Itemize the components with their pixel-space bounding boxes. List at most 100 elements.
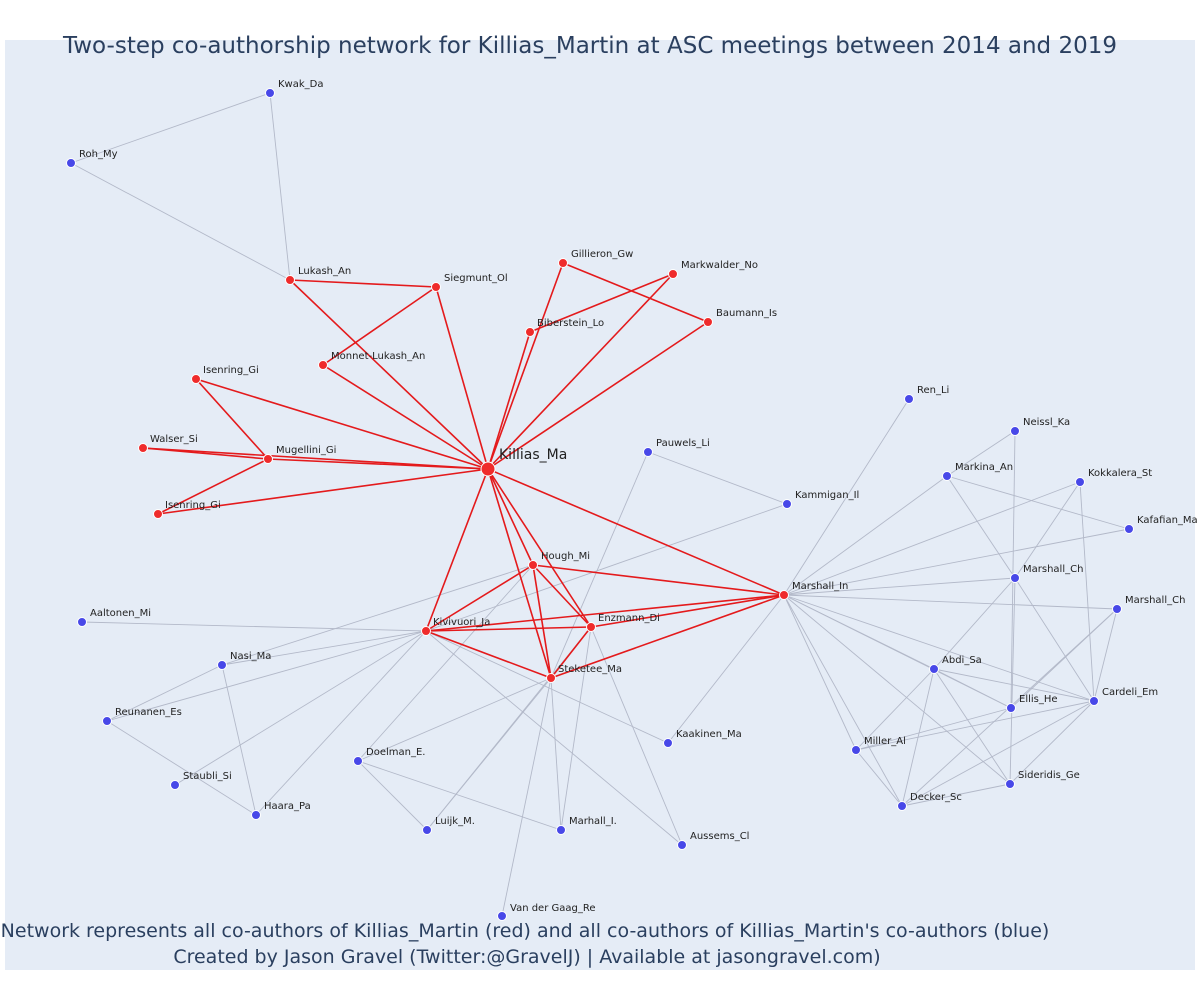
node-walser[interactable]	[138, 443, 148, 453]
node-luijk[interactable]	[422, 825, 432, 835]
node-label-kivivuori: Kivivuori_Ja	[433, 617, 490, 628]
node-aaltonen[interactable]	[77, 617, 87, 627]
node-monnet[interactable]	[318, 360, 328, 370]
node-label-ren: Ren_Li	[917, 385, 949, 396]
node-label-marshall_ch1: Marshall_Ch	[1023, 564, 1083, 575]
edge-enzmann-marshall_in	[590, 594, 785, 628]
node-haara[interactable]	[251, 810, 261, 820]
node-gillieron[interactable]	[558, 258, 568, 268]
node-staubli[interactable]	[170, 780, 180, 790]
edge-killias-siegmunt	[435, 286, 489, 470]
edge-killias-marshall_in	[487, 468, 785, 596]
edge-haara-kivivuori	[255, 630, 427, 816]
node-label-kokkalera: Kokkalera_St	[1088, 468, 1152, 479]
edge-kaakinen-kivivuori	[425, 630, 669, 744]
node-kaakinen[interactable]	[663, 738, 673, 748]
node-ren[interactable]	[904, 394, 914, 404]
node-mugellini[interactable]	[263, 454, 273, 464]
node-hough[interactable]	[528, 560, 538, 570]
node-lukash[interactable]	[285, 275, 295, 285]
node-cardeli[interactable]	[1089, 696, 1099, 706]
edge-marshall_ch1-cardeli	[1014, 577, 1095, 702]
edge-marshall_ch1-sideridis	[1009, 577, 1016, 785]
node-vandergaag[interactable]	[497, 911, 507, 921]
node-ellis[interactable]	[1006, 703, 1016, 713]
node-isenring2[interactable]	[153, 509, 163, 519]
second-degree-edges	[70, 92, 1130, 917]
node-sideridis[interactable]	[1005, 779, 1015, 789]
node-biberstein[interactable]	[525, 327, 535, 337]
edge-abdi-ellis	[933, 668, 1012, 709]
edge-aaltonen-kivivuori	[81, 621, 427, 632]
node-pauwels[interactable]	[643, 447, 653, 457]
edge-killias-biberstein	[487, 331, 531, 470]
node-label-kafafian: Kafafian_Ma	[1137, 515, 1198, 526]
edge-mugellini-isenring2	[157, 458, 269, 515]
edge-marshall_in-marshall_ch2	[783, 594, 1118, 610]
node-kafafian[interactable]	[1124, 524, 1134, 534]
edge-aussems-enzmann	[590, 626, 683, 846]
node-siegmunt[interactable]	[431, 282, 441, 292]
node-label-steketee: Steketee_Ma	[558, 664, 622, 675]
edge-hough-marshall_in	[532, 564, 785, 596]
edge-hough-enzmann	[532, 564, 592, 628]
node-marshall_ch2[interactable]	[1112, 604, 1122, 614]
node-label-ellis: Ellis_He	[1019, 694, 1058, 705]
edge-killias-monnet	[322, 364, 489, 470]
edge-doelman-hough	[357, 564, 534, 762]
node-label-gillieron: Gillieron_Gw	[571, 249, 633, 260]
node-label-miller: Miller_Al	[864, 736, 906, 747]
edge-hough-steketee	[532, 564, 552, 679]
edge-marshall_in-markina	[783, 475, 948, 596]
node-label-vandergaag: Van der Gaag_Re	[510, 903, 596, 914]
edge-marshall_ch2-cardeli	[1093, 608, 1118, 702]
node-markwalder[interactable]	[668, 269, 678, 279]
node-miller[interactable]	[851, 745, 861, 755]
node-label-hough: Hough_Mi	[541, 551, 590, 562]
edge-lukash-siegmunt	[289, 279, 437, 288]
node-killias[interactable]	[480, 461, 496, 477]
node-neissl[interactable]	[1010, 426, 1020, 436]
node-label-luijk: Luijk_M.	[435, 816, 475, 827]
node-label-aussems: Aussems_Cl	[690, 831, 749, 842]
node-aussems[interactable]	[677, 840, 687, 850]
edge-cardeli-sideridis	[1009, 700, 1095, 785]
caption-line-2: Created by Jason Gravel (Twitter:@Gravel…	[173, 946, 880, 968]
node-marshall_in[interactable]	[779, 590, 789, 600]
edge-neissl-markina	[946, 430, 1016, 477]
node-kwak[interactable]	[265, 88, 275, 98]
edge-cardeli-decker	[901, 700, 1095, 807]
edge-kivivuori-marshall_in	[425, 594, 785, 632]
node-baumann[interactable]	[703, 317, 713, 327]
node-roh[interactable]	[66, 158, 76, 168]
node-decker[interactable]	[897, 801, 907, 811]
node-kivivuori[interactable]	[421, 626, 431, 636]
node-label-decker: Decker_Sc	[910, 792, 962, 803]
edge-staubli-kivivuori	[174, 630, 427, 786]
edge-markwalder-biberstein	[529, 273, 674, 333]
edge-kwak-lukash	[269, 92, 291, 281]
node-label-cardeli: Cardeli_Em	[1102, 687, 1158, 698]
node-abdi[interactable]	[929, 664, 939, 674]
node-doelman[interactable]	[353, 756, 363, 766]
edge-abdi-miller	[855, 668, 935, 751]
node-kammigan[interactable]	[782, 499, 792, 509]
node-steketee[interactable]	[546, 673, 556, 683]
edge-reunanen-haara	[106, 720, 257, 816]
node-labels: Killias_Ma Kwak_Da Roh_My Lukash_An Siegmunt…	[79, 79, 1198, 914]
node-markina[interactable]	[942, 471, 952, 481]
node-reunanen[interactable]	[102, 716, 112, 726]
node-nasi[interactable]	[217, 660, 227, 670]
edge-miller-decker	[855, 749, 903, 807]
edge-marshall_in-cardeli	[783, 594, 1095, 702]
edge-marshall_in-marshall_ch1	[783, 577, 1016, 596]
node-kokkalera[interactable]	[1075, 477, 1085, 487]
edge-killias-hough	[487, 468, 534, 566]
node-enzmann[interactable]	[586, 622, 596, 632]
edge-killias-isenring1	[195, 378, 489, 470]
node-marshall_ch1[interactable]	[1010, 573, 1020, 583]
node-isenring1[interactable]	[191, 374, 201, 384]
caption-line-1: Network represents all co-authors of Kil…	[1, 920, 1050, 942]
node-label-nasi: Nasi_Ma	[230, 651, 271, 662]
node-marhall_i[interactable]	[556, 825, 566, 835]
